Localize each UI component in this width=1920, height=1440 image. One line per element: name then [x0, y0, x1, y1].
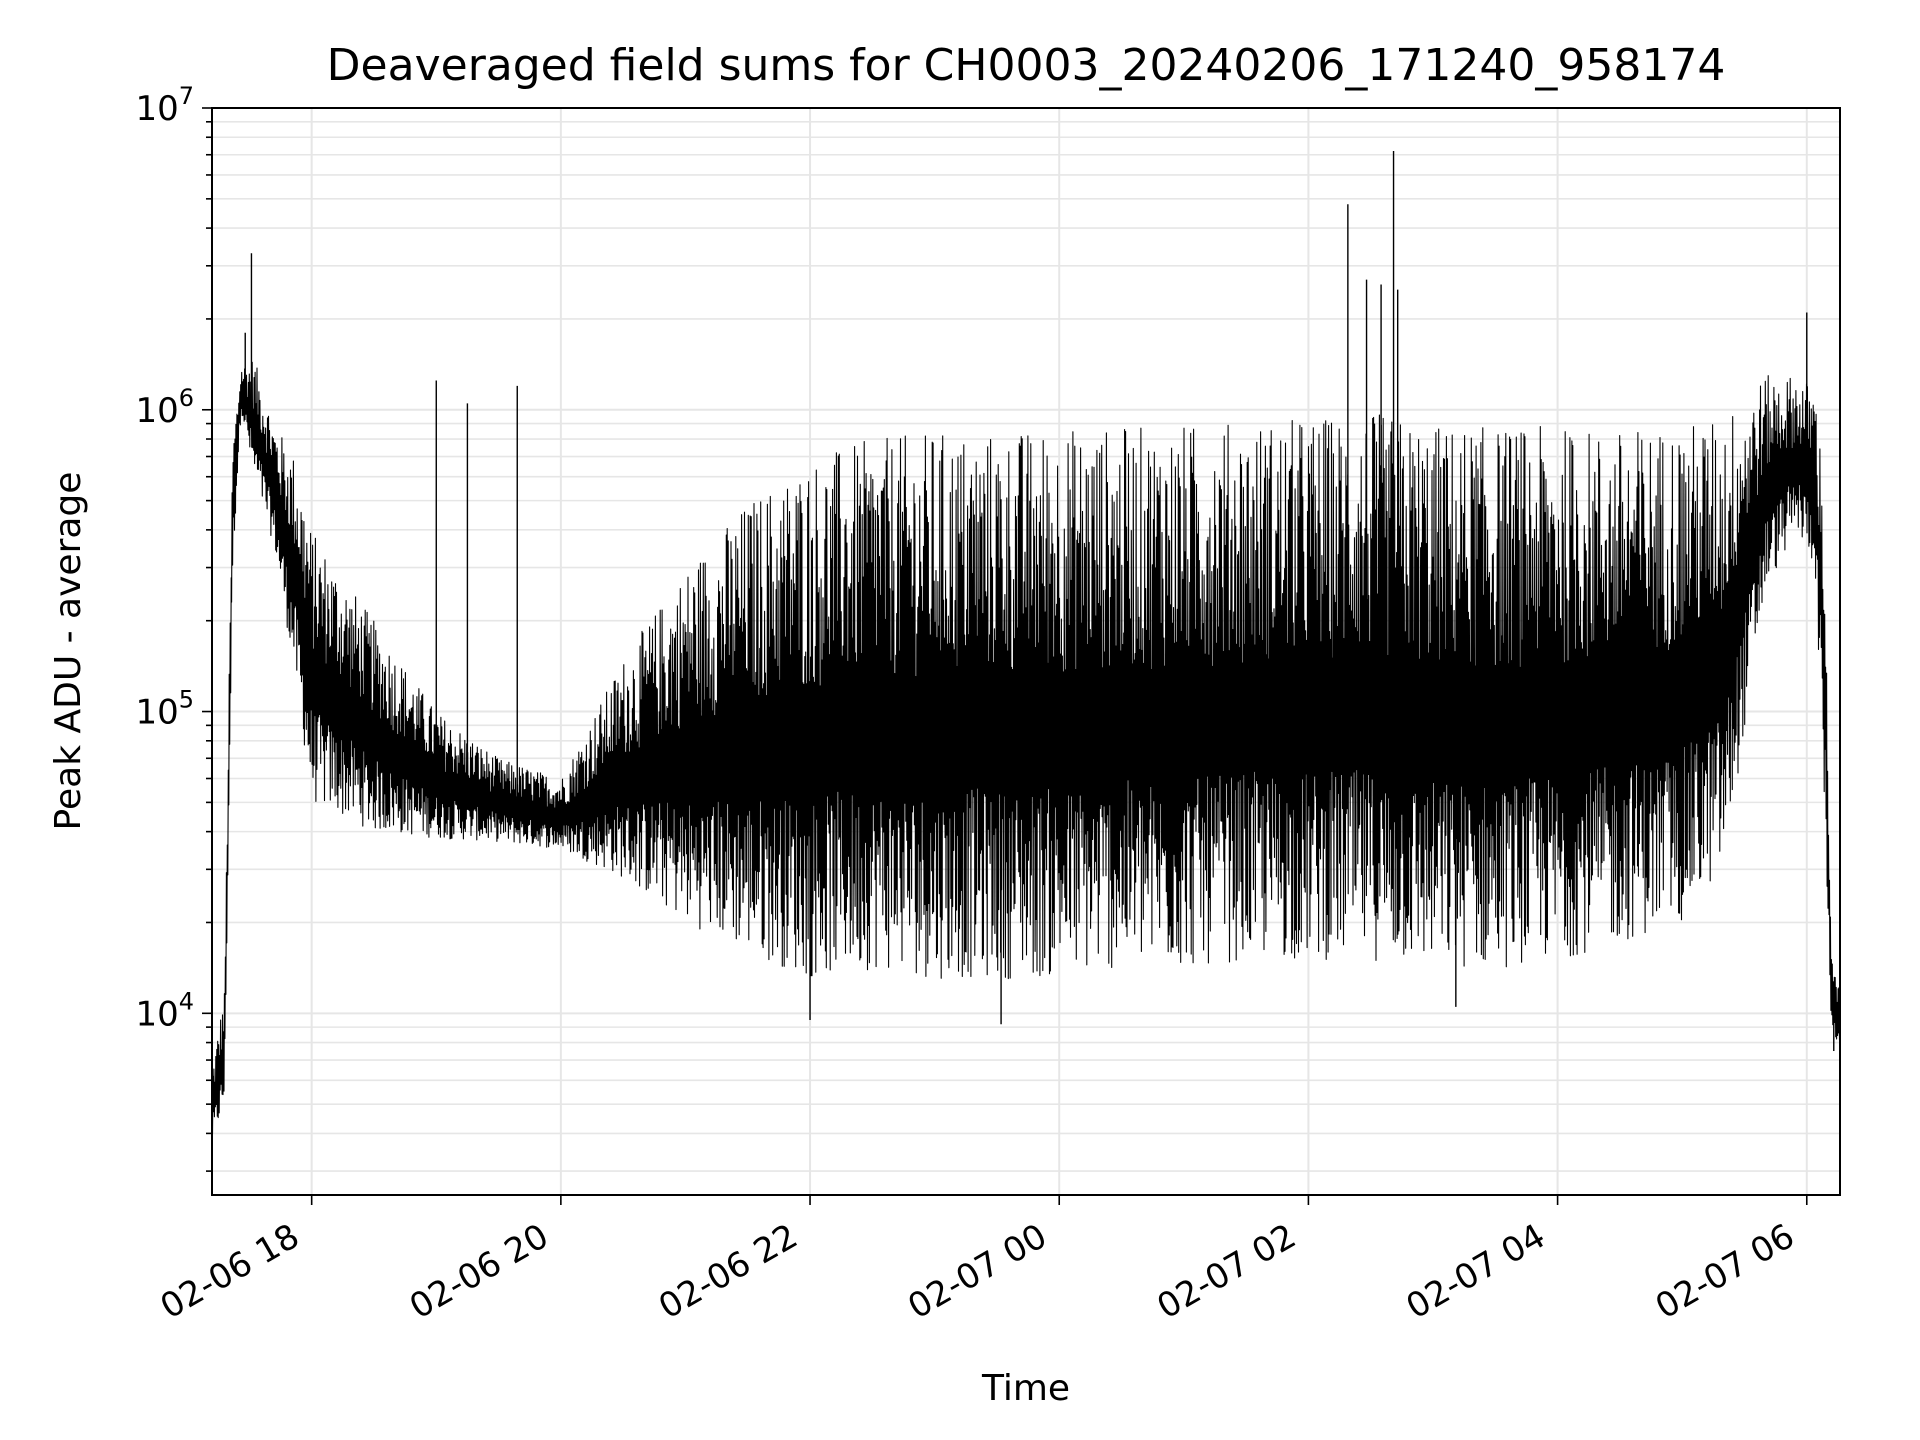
y-tick-label: 107	[135, 82, 194, 129]
x-axis-label: Time	[981, 1368, 1070, 1409]
y-axis-label: Peak ADU - average	[48, 472, 89, 831]
y-tick-label: 105	[135, 686, 194, 733]
plot-layer	[211, 151, 1841, 1135]
y-tick-label: 106	[135, 384, 194, 431]
chart-title: Deaveraged field sums for CH0003_2024020…	[327, 40, 1726, 91]
series-line	[211, 361, 1841, 1135]
y-tick-label: 104	[135, 987, 194, 1034]
plot-frame	[211, 107, 1841, 1196]
